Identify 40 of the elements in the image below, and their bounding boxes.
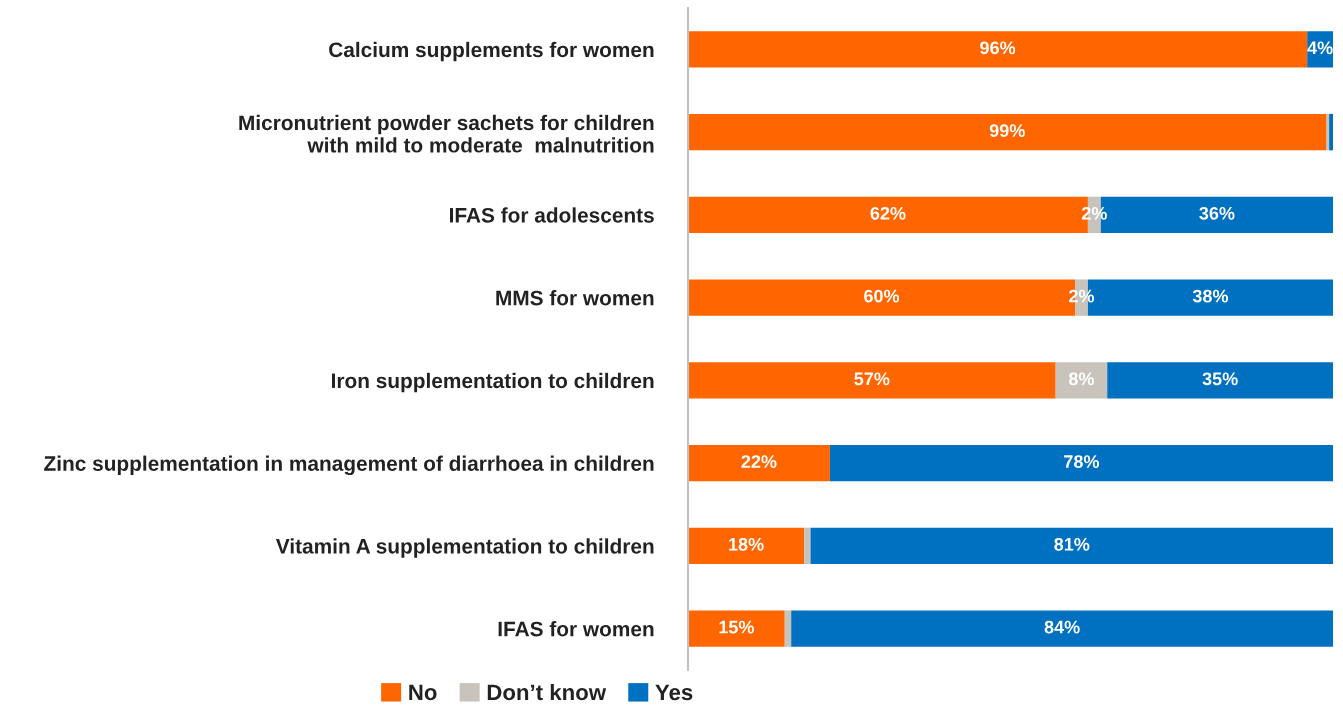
y-tick-label: Vitamin A supplementation to children	[275, 538, 654, 558]
data-label: 57%	[854, 372, 890, 386]
data-label: 81%	[1054, 537, 1090, 551]
bar	[688, 527, 805, 565]
data-label: 62%	[870, 206, 906, 220]
data-label: 96%	[980, 41, 1016, 55]
data-label: 15%	[719, 620, 754, 634]
data-label: 84%	[1044, 620, 1080, 634]
bar	[688, 31, 1308, 68]
bar	[688, 610, 785, 647]
bar	[810, 527, 1333, 565]
data-label: 8%	[1068, 372, 1095, 386]
bar	[688, 113, 1327, 151]
data-label: 78%	[1064, 455, 1100, 468]
y-tick-label: IFAS for adolescents	[450, 207, 654, 223]
y-tick-label: MMS for women	[496, 290, 654, 306]
y-tick-label: IFAS for women	[498, 621, 654, 637]
data-label: 4%	[1307, 41, 1333, 55]
legend-label: No	[409, 684, 437, 701]
bar	[1055, 362, 1108, 399]
y-tick-label: Zinc supplementation in management of diarrhoea in children	[44, 455, 654, 476]
y-tick-label: Calcium supplements for women	[329, 41, 654, 62]
bar	[804, 527, 811, 565]
legend-label: Don’t know	[487, 683, 607, 701]
y-tick-label: Micronutrient powder sachets for children with mild to moderate malnutrition	[239, 114, 654, 153]
bar	[688, 362, 1056, 399]
bar	[688, 444, 830, 482]
bar	[784, 610, 792, 647]
data-label: 36%	[1199, 206, 1235, 220]
data-label: 60%	[864, 289, 900, 303]
data-label: 99%	[989, 124, 1025, 137]
data-label: 22%	[741, 455, 777, 468]
y-tick-label: Iron supplementation to children	[332, 372, 654, 393]
data-label: 35%	[1202, 372, 1238, 386]
data-label: 18%	[729, 537, 764, 551]
bar	[1107, 362, 1333, 399]
bar	[829, 444, 1333, 482]
data-label: 38%	[1192, 289, 1229, 303]
legend-label: Yes	[655, 684, 693, 701]
bar	[791, 610, 1333, 647]
